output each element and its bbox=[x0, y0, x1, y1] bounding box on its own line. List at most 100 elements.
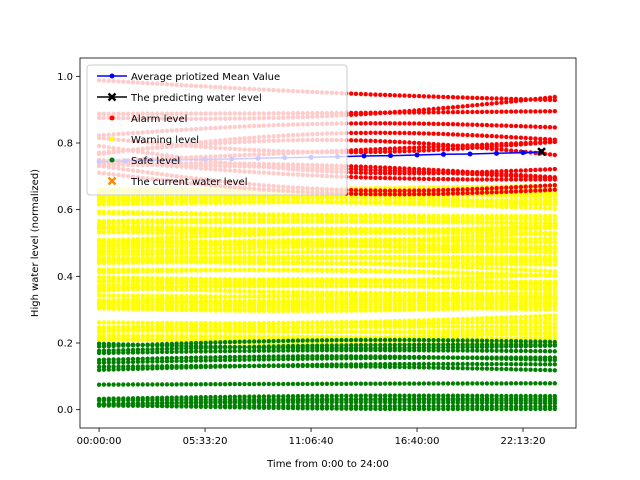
warning-level-point bbox=[203, 249, 208, 255]
warning-level-point bbox=[198, 295, 204, 300]
warning-level-point bbox=[140, 328, 145, 333]
warning-level-point bbox=[324, 292, 330, 298]
warning-level-point bbox=[295, 329, 301, 334]
warning-level-point bbox=[266, 199, 271, 204]
warning-level-point bbox=[344, 283, 349, 289]
warning-level-point bbox=[484, 247, 490, 252]
warning-level-point bbox=[96, 278, 102, 284]
warning-level-point bbox=[261, 249, 267, 255]
warning-level-point bbox=[339, 324, 344, 330]
warning-level-point bbox=[528, 331, 533, 337]
warning-level-point bbox=[392, 284, 397, 289]
warning-level-point bbox=[155, 296, 160, 301]
warning-level-point bbox=[475, 316, 480, 321]
warning-level-point bbox=[349, 261, 354, 266]
warning-level-point bbox=[504, 247, 509, 252]
warning-level-point bbox=[416, 263, 422, 268]
warning-level-point bbox=[513, 216, 519, 222]
warning-level-point bbox=[552, 250, 557, 255]
warning-level-point bbox=[150, 198, 155, 204]
warning-level-point bbox=[184, 199, 189, 204]
warning-level-point bbox=[261, 293, 267, 299]
warning-level-point bbox=[538, 246, 543, 251]
warning-level-point bbox=[140, 249, 145, 254]
warning-level-point bbox=[494, 331, 499, 336]
warning-level-point bbox=[319, 199, 325, 204]
warning-level-point bbox=[513, 267, 519, 272]
warning-level-point bbox=[392, 244, 397, 250]
warning-level-point bbox=[155, 199, 160, 204]
warning-level-point bbox=[460, 215, 465, 221]
warning-level-point bbox=[416, 329, 422, 334]
warning-level-point bbox=[387, 244, 393, 249]
warning-level-point bbox=[450, 285, 456, 290]
warning-level-point bbox=[290, 249, 296, 255]
warning-level-point bbox=[528, 213, 533, 219]
warning-level-point bbox=[523, 286, 528, 292]
warning-level-point bbox=[513, 205, 519, 210]
warning-level-point bbox=[460, 247, 465, 253]
warning-level-point bbox=[421, 248, 427, 253]
warning-level-point bbox=[382, 329, 388, 334]
warning-level-point bbox=[465, 265, 470, 270]
warning-level-point bbox=[547, 213, 553, 219]
warning-level-point bbox=[441, 328, 446, 334]
warning-level-point bbox=[504, 204, 509, 210]
warning-level-point bbox=[542, 287, 548, 292]
warning-level-point bbox=[436, 215, 441, 220]
warning-level-point bbox=[339, 214, 344, 219]
warning-level-point bbox=[436, 324, 441, 329]
warning-level-point bbox=[252, 293, 257, 299]
warning-level-point bbox=[538, 331, 543, 337]
warning-level-point bbox=[150, 211, 155, 217]
warning-level-point bbox=[222, 212, 228, 217]
warning-level-point bbox=[533, 324, 538, 330]
warning-level-point bbox=[494, 324, 499, 329]
warning-level-point bbox=[528, 268, 533, 273]
warning-level-point bbox=[184, 249, 189, 255]
warning-level-point bbox=[513, 294, 519, 299]
warning-level-point bbox=[286, 325, 291, 330]
warning-level-point bbox=[310, 249, 315, 255]
warning-level-point bbox=[509, 286, 514, 291]
warning-level-point bbox=[445, 328, 451, 334]
warning-level-point bbox=[392, 262, 397, 267]
warning-level-point bbox=[281, 249, 286, 255]
warning-level-point bbox=[518, 262, 524, 267]
warning-level-point bbox=[455, 248, 460, 253]
warning-level-point bbox=[150, 275, 155, 281]
warning-level-point bbox=[271, 249, 276, 255]
warning-level-point bbox=[441, 202, 446, 208]
warning-level-point bbox=[450, 203, 456, 208]
warning-level-point bbox=[276, 213, 281, 218]
warning-level-point bbox=[271, 325, 276, 331]
warning-level-point bbox=[533, 268, 538, 273]
warning-level-point bbox=[436, 264, 441, 269]
warning-level-point bbox=[189, 287, 194, 293]
warning-level-point bbox=[145, 198, 150, 204]
warning-level-point bbox=[450, 328, 456, 334]
warning-level-point bbox=[242, 249, 247, 255]
warning-level-point bbox=[140, 337, 145, 343]
warning-level-point bbox=[455, 264, 460, 270]
warning-level-point bbox=[193, 287, 199, 293]
warning-level-point bbox=[106, 229, 112, 235]
warning-level-point bbox=[475, 265, 480, 270]
warning-level-point bbox=[116, 337, 121, 342]
warning-level-point bbox=[489, 315, 494, 321]
warning-level-point bbox=[111, 230, 116, 235]
warning-level-point bbox=[266, 293, 271, 298]
warning-level-point bbox=[135, 320, 141, 325]
warning-level-point bbox=[232, 277, 237, 282]
warning-level-point bbox=[126, 249, 131, 254]
warning-level-point bbox=[111, 198, 116, 203]
warning-level-point bbox=[504, 262, 509, 267]
warning-level-point bbox=[538, 250, 543, 255]
warning-level-point bbox=[208, 295, 213, 300]
warning-level-point bbox=[538, 262, 543, 267]
warning-level-point bbox=[218, 249, 223, 255]
warning-level-point bbox=[436, 248, 441, 253]
warning-level-point bbox=[479, 216, 485, 221]
warning-level-point bbox=[164, 276, 170, 281]
